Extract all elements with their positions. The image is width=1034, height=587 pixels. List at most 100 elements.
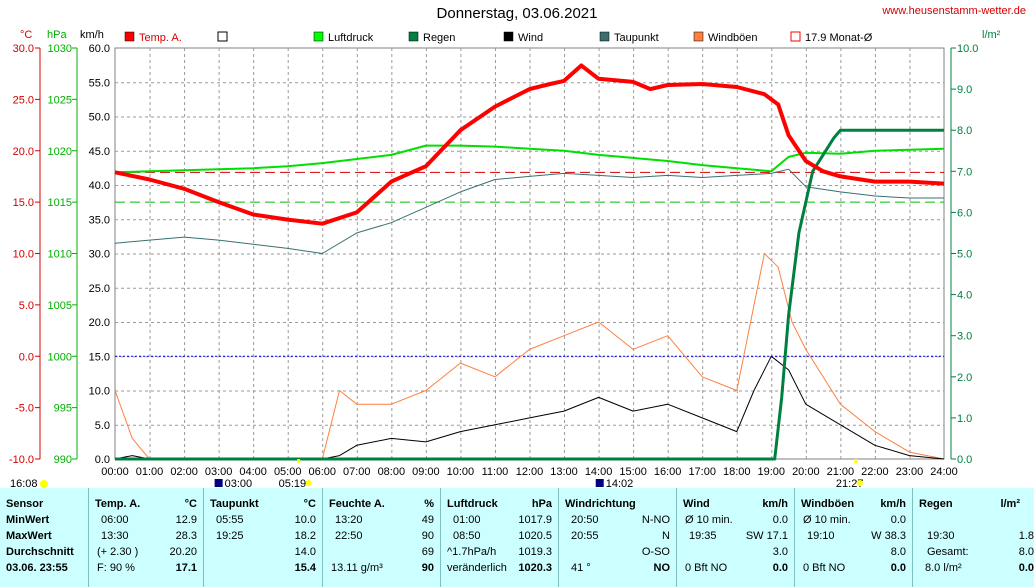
dir-min-value: N-NO	[641, 514, 670, 526]
temp-min-time: 06:00	[101, 514, 129, 526]
gust-current: 0.0	[890, 562, 906, 574]
legend-label: Temp. A.	[139, 32, 182, 44]
temp-tick-label: 0.0	[19, 351, 34, 363]
row-avg: Durchschnitt	[6, 546, 74, 558]
press-tick-label: 995	[54, 403, 72, 415]
wind-tick-label: 10.0	[89, 386, 110, 398]
x-tick-label: 04:00	[239, 466, 267, 478]
legend-swatch	[124, 31, 135, 42]
col-humidity: Feuchte A. % 13:20 49 22:50 90 69 13.11 …	[323, 488, 441, 587]
rain-tick-label: 10.0	[957, 43, 978, 55]
col-rain: Regen l/m² 19:30 1.8 Gesamt: 8.0 8.0 l/m…	[913, 488, 1034, 587]
legend-label: Wind	[518, 32, 543, 44]
x-tick-label: 21:00	[827, 466, 855, 478]
press-header: Luftdruck	[447, 498, 498, 510]
hum-min-time: 13:20	[335, 514, 363, 526]
wind-tick-label: 20.0	[89, 317, 110, 329]
dew-avg-value: 14.0	[294, 546, 316, 558]
press-max-value: 1020.5	[518, 530, 552, 542]
row-max: MaxWert	[6, 530, 52, 542]
sun-marker-icon	[40, 480, 48, 488]
x-tick-label: 03:00	[205, 466, 233, 478]
dew-max-value: 18.2	[294, 530, 316, 542]
rain-tick-label: 8.0	[957, 125, 972, 137]
press-avg-value: 1019.3	[518, 546, 552, 558]
moonrise-icon	[595, 479, 604, 487]
wind-unit-label: km/h	[80, 29, 104, 41]
legend-label: Taupunkt	[614, 32, 659, 44]
legend-swatch	[313, 31, 324, 42]
gust-header: Windböen	[801, 498, 855, 510]
rain-current: 0.0	[1018, 562, 1034, 574]
dew-max-time: 19:25	[216, 530, 244, 542]
press-unit-label: hPa	[47, 29, 67, 41]
rain-total-label: Gesamt:	[927, 546, 969, 558]
dir-current: NO	[653, 562, 671, 574]
rain-day: 8.0 l/m²	[925, 562, 962, 574]
temp-tick-label: 15.0	[13, 197, 34, 209]
hum-absolute: 13.11 g/m³	[331, 562, 383, 574]
moon-marker-icon	[214, 479, 223, 487]
wind-min-value: 0.0	[772, 514, 788, 526]
press-unit: hPa	[531, 498, 552, 510]
press-tick-label: 990	[54, 454, 72, 466]
temp-min-value: 12.9	[175, 514, 197, 526]
temp-tick-label: 10.0	[13, 249, 34, 261]
temp-tick-label: -5.0	[15, 403, 34, 415]
wind-avg-value: 3.0	[772, 546, 788, 558]
moonset-label: 03:00	[225, 478, 253, 488]
temp-tick-label: 25.0	[13, 94, 34, 106]
x-tick-label: 11:00	[482, 466, 509, 478]
sunset-label: 21:27	[836, 478, 864, 488]
legend-label: 17.9 Monat-Ø	[805, 32, 873, 44]
x-tick-label: 05:00	[274, 466, 302, 478]
temp-avg-value: 20.20	[169, 546, 197, 558]
col-wind: Wind km/h Ø 10 min. 0.0 19:35 SW 17.1 3.…	[677, 488, 795, 587]
left-time-label: 16:08	[10, 478, 38, 488]
wind-current: 0.0	[772, 562, 788, 574]
wind-unit: km/h	[762, 498, 788, 510]
dir-avg-value: O-SO	[641, 546, 670, 558]
press-tick-label: 1030	[48, 43, 72, 55]
x-tick-label: 13:00	[550, 466, 578, 478]
wind-tick-label: 50.0	[89, 112, 110, 124]
site-url[interactable]: www.heusenstamm-wetter.de	[882, 5, 1026, 17]
temp-current: 17.1	[175, 562, 197, 574]
rain-tick-label: 5.0	[957, 249, 972, 261]
dew-header: Taupunkt	[210, 498, 259, 510]
dir-min-time: 20:50	[571, 514, 599, 526]
wind-max-value: SW 17.1	[745, 530, 788, 542]
gust-bft: 0 Bft NO	[803, 562, 846, 574]
hum-unit: %	[424, 498, 434, 510]
x-tick-label: 12:00	[516, 466, 544, 478]
wind-tick-label: 60.0	[89, 43, 110, 55]
hum-header: Feuchte A.	[329, 498, 385, 510]
rain-tick-label: 3.0	[957, 331, 972, 343]
col-wind-direction: Windrichtung 20:50 N-NO 20:55 N O-SO 41 …	[559, 488, 677, 587]
wind-tick-label: 5.0	[95, 420, 110, 432]
legend-label: Windböen	[708, 32, 758, 44]
rain-total-value: 8.0	[1018, 546, 1034, 558]
press-current: 1020.3	[518, 562, 552, 574]
dir-degrees: 41 °	[571, 562, 591, 574]
x-tick-label: 08:00	[378, 466, 406, 478]
rain-max-time: 19:30	[927, 530, 955, 542]
gust-unit: km/h	[880, 498, 906, 510]
dew-current: 15.4	[294, 562, 316, 574]
rain-tick-label: 2.0	[957, 372, 972, 384]
press-tick-label: 1015	[48, 197, 72, 209]
legend-swatch	[408, 31, 419, 42]
hum-min-value: 49	[421, 514, 434, 526]
temp-max-value: 28.3	[175, 530, 197, 542]
x-tick-label: 00:00	[101, 466, 129, 478]
rain-tick-label: 4.0	[957, 290, 972, 302]
x-tick-label: 24:00	[930, 466, 958, 478]
temp-series-line	[114, 63, 945, 226]
wind-max-time: 19:35	[689, 530, 717, 542]
press-tick-label: 1025	[48, 94, 72, 106]
wind-tick-label: 45.0	[89, 146, 110, 158]
rain-tick-label: 1.0	[957, 413, 972, 425]
x-tick-label: 22:00	[861, 466, 889, 478]
x-tick-label: 16:00	[654, 466, 682, 478]
weather-chart: 30.0 25.0 20.0 15.0 10.0 5.0 0.0 -5.0 -10.0 1030 1…	[9, 29, 1001, 488]
